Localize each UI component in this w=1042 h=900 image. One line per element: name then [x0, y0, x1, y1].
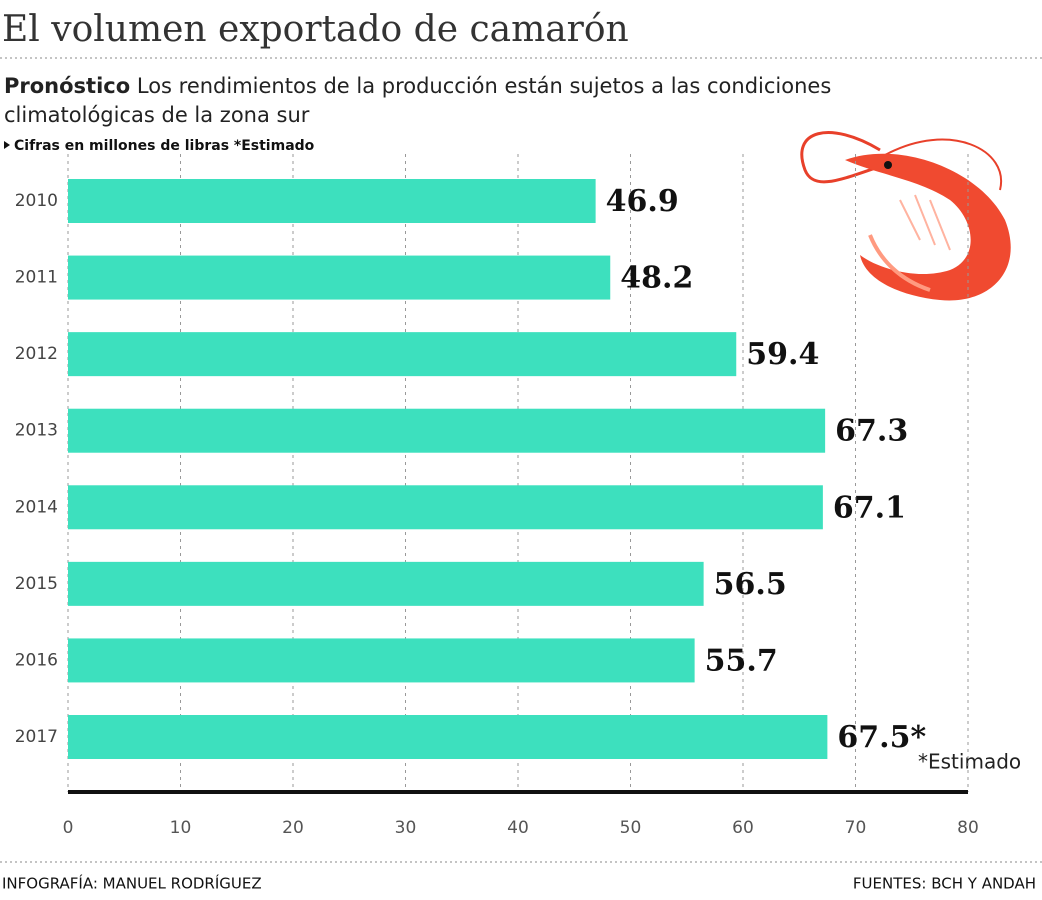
note: Cifras en millones de libras *Estimado [14, 138, 315, 154]
x-tick-label: 80 [957, 818, 979, 838]
bar [68, 332, 737, 377]
value-label: 46.9 [606, 184, 679, 219]
bar [68, 638, 695, 683]
credit-left: INFOGRAFÍA: MANUEL RODRÍGUEZ [2, 874, 262, 893]
value-label: 56.5 [714, 567, 787, 602]
y-tick-label: 2012 [15, 344, 58, 364]
x-tick-label: 60 [732, 818, 754, 838]
value-label: 59.4 [746, 337, 819, 372]
value-label: 67.5* [837, 720, 926, 755]
x-tick-label: 40 [507, 818, 529, 838]
value-label: 55.7 [705, 643, 778, 678]
subtitle-lead: Pronóstico [4, 74, 130, 98]
bar [68, 561, 704, 606]
subtitle-line2: climatológicas de la zona sur [4, 103, 310, 127]
chart-title: El volumen exportado de camarón [2, 9, 629, 50]
y-tick-label: 2016 [15, 650, 58, 670]
x-tick-label: 30 [395, 818, 417, 838]
shrimp-illustration [800, 131, 1011, 301]
y-tick-label: 2013 [15, 421, 58, 441]
x-tick-label: 20 [282, 818, 304, 838]
y-tick-label: 2015 [15, 574, 58, 594]
y-tick-label: 2010 [15, 191, 58, 211]
x-tick-label: 70 [845, 818, 867, 838]
y-tick-label: 2014 [15, 497, 58, 517]
bar [68, 715, 828, 759]
y-tick-label: 2011 [15, 268, 58, 288]
subtitle: Pronóstico Los rendimientos de la produc… [4, 74, 831, 98]
value-label: 67.1 [833, 490, 906, 525]
value-label: 48.2 [620, 261, 693, 296]
bar [68, 485, 823, 530]
x-tick-label: 0 [63, 818, 74, 838]
bar [68, 255, 611, 300]
y-tick-label: 2017 [15, 727, 58, 747]
x-tick-label: 50 [620, 818, 642, 838]
credit-right: FUENTES: BCH Y ANDAH [853, 875, 1036, 893]
value-label: 67.3 [835, 414, 908, 449]
annotation: *Estimado [918, 750, 1021, 774]
subtitle-text: Los rendimientos de la producción están … [137, 74, 831, 98]
bar [68, 179, 596, 223]
bar [68, 408, 826, 453]
x-tick-label: 10 [170, 818, 192, 838]
note-arrow [4, 141, 10, 149]
